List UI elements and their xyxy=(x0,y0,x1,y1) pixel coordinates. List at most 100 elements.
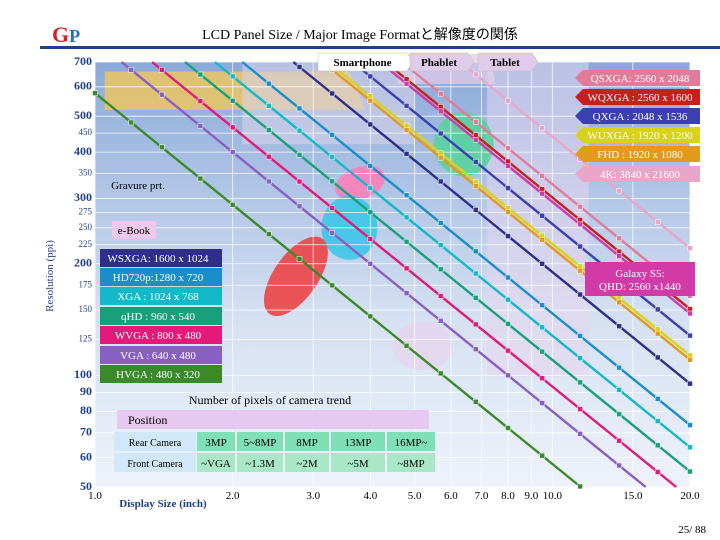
series-marker xyxy=(539,190,545,197)
y-tick-label: 90 xyxy=(80,384,92,398)
series-marker xyxy=(367,260,374,267)
series-marker xyxy=(403,214,410,221)
format-tag xyxy=(100,346,222,364)
series-marker xyxy=(367,73,374,80)
y-tick-label: 500 xyxy=(74,108,92,122)
series-marker xyxy=(329,154,335,160)
tablet-label: Tablet xyxy=(490,57,520,69)
x-tick-label: 6.0 xyxy=(444,490,458,502)
series-marker xyxy=(329,282,335,289)
series-marker xyxy=(437,178,444,185)
series-marker xyxy=(505,233,511,239)
series-marker xyxy=(437,266,444,273)
camera-cell xyxy=(237,432,283,451)
camera-cell-value: ~2M xyxy=(296,458,317,470)
series-marker xyxy=(229,97,236,104)
series-marker xyxy=(266,153,272,160)
tablet-tag xyxy=(477,52,539,72)
x-tick-label: 2.0 xyxy=(226,490,240,502)
logo: GP xyxy=(52,22,81,47)
series-marker xyxy=(229,124,236,131)
series-marker xyxy=(472,321,479,328)
series-marker xyxy=(616,411,622,417)
series-marker xyxy=(654,442,661,449)
series-marker xyxy=(687,310,693,317)
series-marker xyxy=(539,400,545,406)
series-marker xyxy=(577,203,583,210)
x-tick-label: 8.0 xyxy=(501,490,515,502)
x-axis-label: Display Size (inch) xyxy=(119,498,207,510)
series-marker xyxy=(687,245,693,251)
series-marker xyxy=(472,183,479,189)
ebook-label: e-Book xyxy=(118,225,151,237)
series-marker xyxy=(539,375,545,382)
format-label: qHD : 960 x 540 xyxy=(121,311,195,323)
series-marker xyxy=(539,237,545,243)
series-marker xyxy=(229,149,236,155)
series-marker xyxy=(577,333,583,339)
series-marker xyxy=(505,145,511,151)
format-label: WUXGA : 1920 x 1200 xyxy=(587,130,693,142)
series-marker xyxy=(472,248,479,255)
series-marker xyxy=(296,256,303,262)
series-marker xyxy=(577,221,583,228)
series-marker xyxy=(577,267,583,274)
series-marker xyxy=(296,127,303,134)
series-marker xyxy=(616,323,622,329)
series-marker xyxy=(296,152,303,158)
y-tick-label: 80 xyxy=(80,403,92,417)
y-tick-label: 300 xyxy=(74,190,92,204)
y-tick-label: 350 xyxy=(79,168,93,178)
series-marker xyxy=(539,125,545,132)
series-marker xyxy=(472,399,479,405)
series-marker xyxy=(616,187,622,194)
y-tick-label: 200 xyxy=(74,255,92,269)
title-divider xyxy=(40,46,720,49)
x-tick-label: 9.0 xyxy=(525,490,539,502)
format-label: QXGA : 2048 x 1536 xyxy=(593,111,688,123)
series-marker xyxy=(229,201,236,208)
format-tag xyxy=(575,108,700,124)
ebook-box xyxy=(112,221,156,239)
series-line xyxy=(94,92,582,488)
series-marker xyxy=(654,469,661,475)
camera-row-header-cell xyxy=(114,432,196,451)
series-marker xyxy=(616,437,622,444)
series-marker xyxy=(577,431,583,437)
series-marker xyxy=(437,130,444,137)
series-line xyxy=(459,61,691,250)
series-marker xyxy=(367,97,374,104)
series-marker xyxy=(197,123,204,129)
series-marker xyxy=(654,306,661,313)
series-marker xyxy=(472,137,479,143)
series-line xyxy=(151,61,677,488)
format-label: QSXGA: 2560 x 2048 xyxy=(591,73,690,85)
series-marker xyxy=(577,379,583,386)
series-marker xyxy=(505,425,511,431)
camera-cell-value: 5~8MP xyxy=(244,437,277,449)
camera-cell xyxy=(285,432,329,451)
camera-cell xyxy=(387,453,435,472)
series-marker xyxy=(539,260,545,267)
camera-cell-value: 8MP xyxy=(296,437,317,449)
series-marker xyxy=(687,444,693,450)
series-marker xyxy=(539,452,545,459)
format-tag xyxy=(575,70,700,86)
series-marker xyxy=(539,348,545,355)
y-tick-label: 250 xyxy=(79,222,93,232)
series-marker xyxy=(472,119,479,125)
series-marker xyxy=(403,342,410,349)
series-marker xyxy=(329,90,335,97)
camera-cell-value: ~VGA xyxy=(201,458,231,470)
page-number: 25/ 88 xyxy=(678,524,706,536)
format-label: VGA : 640 x 480 xyxy=(120,350,196,362)
y-tick-label: 125 xyxy=(79,334,93,344)
series-marker xyxy=(367,163,374,169)
series-marker xyxy=(616,364,622,371)
series-marker xyxy=(296,178,303,185)
camera-row-label: Rear Camera xyxy=(129,438,182,449)
camera-cell-value: 13MP xyxy=(345,437,372,449)
y-tick-label: 50 xyxy=(80,479,92,493)
series-marker xyxy=(472,207,479,213)
